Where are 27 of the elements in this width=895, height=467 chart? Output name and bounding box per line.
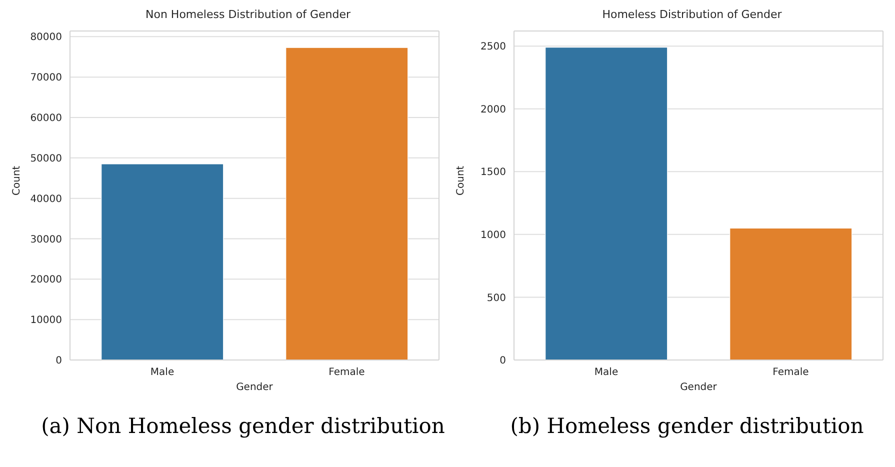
text: (b) Homeless gender distribution (509, 414, 865, 438)
x-tick-label: Male (594, 367, 618, 378)
y-tick-label: 2000 (480, 104, 506, 116)
chart-title: Homeless Distribution of Gender (601, 8, 783, 23)
text: (a) Non Homeless gender distribution (40, 414, 446, 438)
x-tick-label: Female (328, 367, 365, 378)
y-tick-label: 20000 (30, 274, 62, 286)
chart-title: Non Homeless Distribution of Gender (144, 8, 352, 23)
y-tick-label: 60000 (30, 113, 62, 124)
y-tick-label: 0 (500, 356, 506, 367)
y-tick-label: 50000 (30, 153, 62, 164)
x-axis-title: Gender (236, 382, 274, 393)
y-axis-title: Count (456, 166, 467, 196)
y-tick-label: 1500 (480, 167, 506, 178)
y-tick-label: 500 (486, 292, 506, 304)
y-axis-title: Count (12, 166, 23, 196)
y-tick-label: 80000 (30, 32, 62, 44)
x-axis-title: Gender (680, 382, 718, 393)
x-tick-label: Male (150, 367, 174, 378)
y-tick-label: 1000 (480, 230, 506, 241)
y-tick-label: 40000 (30, 194, 62, 205)
y-tick-label: 10000 (30, 315, 62, 326)
y-tick-label: 2500 (480, 42, 506, 53)
x-tick-label: Female (772, 367, 809, 378)
y-tick-label: 70000 (30, 72, 62, 84)
y-tick-label: 30000 (30, 234, 62, 246)
y-tick-label: 0 (56, 356, 62, 367)
